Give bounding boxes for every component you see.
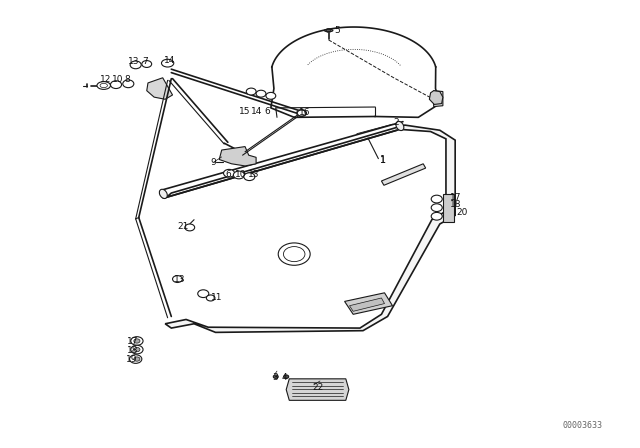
Ellipse shape (129, 355, 142, 363)
Ellipse shape (161, 59, 174, 67)
Text: 13: 13 (128, 57, 140, 66)
Text: 9: 9 (211, 158, 216, 167)
Text: 18: 18 (451, 200, 461, 209)
Text: 2: 2 (394, 118, 399, 127)
Ellipse shape (97, 82, 111, 90)
Text: 22: 22 (312, 383, 324, 392)
Ellipse shape (297, 110, 306, 116)
Text: 15: 15 (239, 107, 250, 116)
Polygon shape (429, 90, 443, 104)
Ellipse shape (326, 29, 331, 32)
Ellipse shape (297, 110, 307, 116)
Ellipse shape (431, 204, 442, 211)
Ellipse shape (123, 80, 134, 88)
Text: 14: 14 (164, 56, 175, 65)
Text: 5: 5 (335, 26, 340, 35)
Text: 10: 10 (236, 171, 246, 180)
Text: 10: 10 (113, 75, 124, 84)
Ellipse shape (206, 295, 215, 301)
Text: 19: 19 (126, 355, 138, 364)
Text: 6: 6 (225, 171, 231, 180)
Text: 20: 20 (456, 208, 468, 217)
Polygon shape (165, 125, 455, 332)
Ellipse shape (256, 90, 266, 97)
Ellipse shape (111, 81, 122, 89)
Text: 11: 11 (211, 293, 222, 302)
Text: 13: 13 (174, 276, 185, 284)
Polygon shape (434, 90, 443, 107)
Polygon shape (147, 78, 173, 99)
Polygon shape (349, 298, 385, 311)
Ellipse shape (173, 276, 182, 283)
Polygon shape (286, 379, 349, 401)
Ellipse shape (198, 290, 209, 297)
Ellipse shape (244, 173, 255, 181)
Ellipse shape (131, 345, 143, 354)
Text: 16: 16 (299, 108, 310, 116)
Ellipse shape (246, 88, 256, 95)
Text: 18: 18 (127, 346, 139, 355)
Ellipse shape (134, 348, 140, 352)
Text: 17: 17 (451, 193, 461, 202)
Ellipse shape (134, 339, 140, 343)
Text: 8: 8 (125, 75, 131, 84)
Text: 17: 17 (127, 337, 139, 346)
Text: 13: 13 (248, 171, 259, 180)
Ellipse shape (266, 92, 276, 99)
Ellipse shape (131, 337, 143, 345)
Ellipse shape (396, 121, 404, 130)
Text: 12: 12 (100, 75, 111, 84)
Ellipse shape (185, 224, 195, 231)
Ellipse shape (223, 169, 235, 177)
Polygon shape (381, 164, 426, 185)
Text: 00003633: 00003633 (563, 421, 603, 430)
Ellipse shape (234, 171, 244, 179)
Polygon shape (344, 293, 392, 314)
Ellipse shape (431, 195, 442, 203)
Text: 6: 6 (265, 107, 271, 116)
Text: 7: 7 (142, 57, 148, 66)
Polygon shape (220, 146, 256, 166)
Ellipse shape (130, 61, 141, 69)
Text: 21: 21 (177, 222, 189, 231)
Ellipse shape (431, 212, 442, 220)
Ellipse shape (134, 357, 140, 361)
Text: 3: 3 (272, 373, 278, 382)
Text: 1: 1 (380, 156, 386, 165)
Polygon shape (443, 194, 454, 222)
Text: 1: 1 (380, 155, 387, 165)
Ellipse shape (159, 189, 167, 198)
Text: 4: 4 (282, 373, 287, 382)
Ellipse shape (284, 375, 289, 379)
Ellipse shape (273, 375, 278, 379)
Ellipse shape (142, 60, 152, 68)
Text: 14: 14 (251, 107, 262, 116)
